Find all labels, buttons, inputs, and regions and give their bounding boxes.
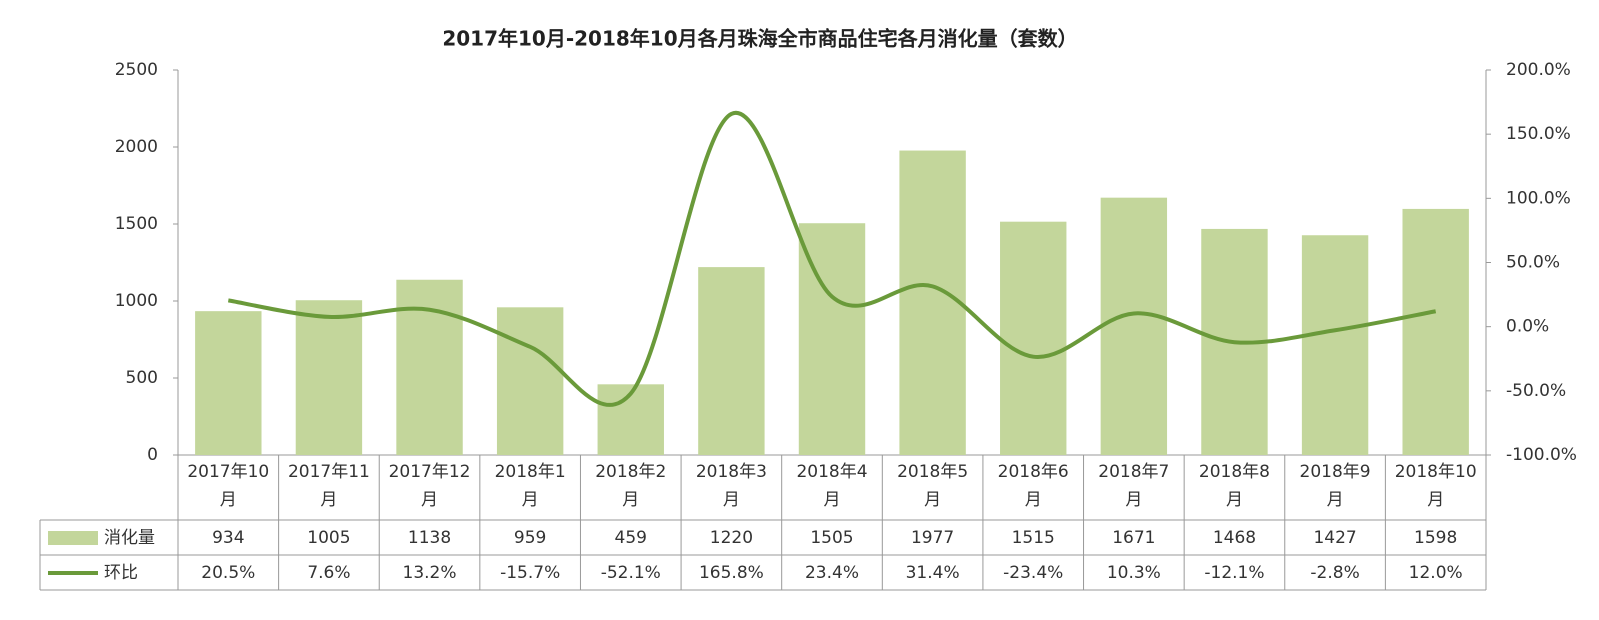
bar <box>295 300 363 455</box>
table-value: 10.3% <box>1107 563 1161 583</box>
table-value: -12.1% <box>1204 563 1264 583</box>
bar <box>396 279 463 455</box>
x-tick-label: 2018年4 月 <box>796 462 867 510</box>
table-value: 459 <box>615 528 647 548</box>
x-tick-label: 2017年11 月 <box>288 462 370 510</box>
table-value: 1505 <box>810 528 853 548</box>
x-tick-label: 2018年2 月 <box>595 462 666 510</box>
y2-tick-label: 200.0% <box>1506 60 1571 80</box>
legend-swatch <box>48 531 98 545</box>
table-value: 165.8% <box>699 563 764 583</box>
y2-tick-label: 100.0% <box>1506 188 1571 208</box>
x-tick-label: 2018年6 月 <box>998 462 1069 510</box>
table-value: 934 <box>212 528 244 548</box>
table-value: 13.2% <box>403 563 457 583</box>
x-tick-label: 2018年9 月 <box>1300 462 1371 510</box>
bar <box>195 311 262 455</box>
bar <box>496 307 564 455</box>
y-tick-label: 2000 <box>115 137 158 157</box>
y2-tick-label: 150.0% <box>1506 124 1571 144</box>
x-tick-label: 2018年5 月 <box>897 462 968 510</box>
y-tick-label: 1000 <box>115 291 158 311</box>
bar <box>1301 235 1369 455</box>
table-value: 1427 <box>1313 528 1356 548</box>
table-value: 1598 <box>1414 528 1457 548</box>
y2-tick-label: 50.0% <box>1506 253 1560 273</box>
table-value: 1005 <box>307 528 350 548</box>
table-value: 12.0% <box>1409 563 1463 583</box>
y-tick-label: 2500 <box>115 60 158 80</box>
chart-title: 2017年10月-2018年10月各月珠海全市商品住宅各月消化量（套数） <box>442 27 1077 51</box>
table-value: 1220 <box>710 528 753 548</box>
x-tick-label: 2018年8 月 <box>1199 462 1270 510</box>
y-tick-label: 500 <box>126 368 158 388</box>
line <box>227 110 1437 407</box>
y2-tick-label: 0.0% <box>1506 317 1549 337</box>
table-value: 23.4% <box>805 563 859 583</box>
bar <box>1402 208 1469 455</box>
table-value: -15.7% <box>500 563 560 583</box>
legend-label: 消化量 <box>104 528 155 548</box>
y2-tick-label: -100.0% <box>1506 445 1577 465</box>
table-value: -2.8% <box>1310 563 1359 583</box>
bar <box>1100 197 1168 455</box>
x-tick-label: 2018年7 月 <box>1098 462 1169 510</box>
table-value: 1977 <box>911 528 954 548</box>
legend-label: 环比 <box>104 563 138 583</box>
y-tick-label: 0 <box>147 445 158 465</box>
table-value: 1138 <box>408 528 451 548</box>
bar <box>1000 221 1067 455</box>
x-tick-label: 2018年1 月 <box>495 462 566 510</box>
table-value: -23.4% <box>1003 563 1063 583</box>
x-tick-label: 2017年10 月 <box>187 462 269 510</box>
y2-tick-label: -50.0% <box>1506 381 1566 401</box>
table-value: 959 <box>514 528 546 548</box>
table-value: 1468 <box>1213 528 1256 548</box>
bar <box>698 267 765 455</box>
x-tick-label: 2018年10 月 <box>1395 462 1477 510</box>
bar <box>899 150 966 456</box>
y-tick-label: 1500 <box>115 214 158 234</box>
x-tick-label: 2018年3 月 <box>696 462 767 510</box>
table-value: 7.6% <box>307 563 350 583</box>
table-value: 1515 <box>1012 528 1055 548</box>
table-value: 31.4% <box>906 563 960 583</box>
table-value: 1671 <box>1112 528 1155 548</box>
x-tick-label: 2017年12 月 <box>389 462 471 510</box>
table-value: 20.5% <box>201 563 255 583</box>
table-value: -52.1% <box>601 563 661 583</box>
